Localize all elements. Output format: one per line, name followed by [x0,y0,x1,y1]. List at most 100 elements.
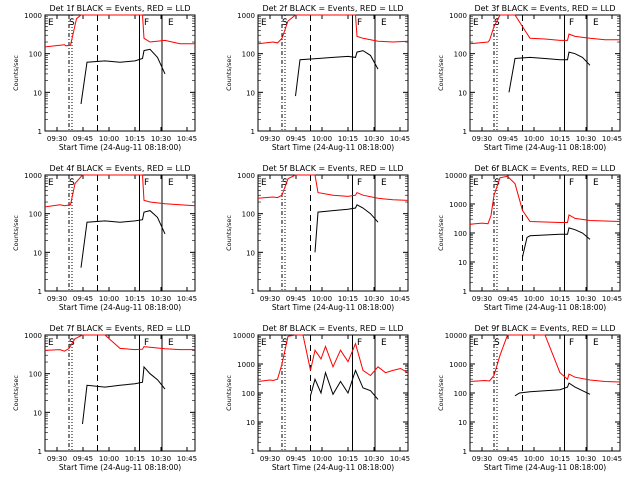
series-lld-line [257,14,409,45]
x-tick-label: 09:45 [286,455,306,463]
y-axis-label: Counts/sec [12,55,20,91]
time-marker-label: S [494,338,500,348]
chart-panel-6: Det 6f BLACK = Events, RED = LLD 1 10 100 10… [437,164,622,312]
time-marker-label: E [473,178,479,188]
x-axis-label: Start Time (24-Aug-11 08:18:00) [272,463,394,472]
x-tick-label: 10:45 [602,455,622,463]
y-tick-label: 10 [33,89,42,97]
x-tick-label: 09:45 [498,295,518,303]
y-axis-label: Counts/sec [437,375,445,411]
y-tick-label: 1000 [449,201,467,209]
plot-frame [44,174,196,292]
time-marker-label: E [473,338,479,348]
x-tick-label: 10:30 [576,295,596,303]
time-marker-label: E [168,338,174,348]
x-tick-label: 10:15 [338,135,358,143]
time-marker-label: S [282,18,288,28]
x-tick-label: 09:45 [286,295,306,303]
x-tick-label: 09:45 [73,295,93,303]
plot-frame [257,174,409,292]
x-axis-label: Start Time (24-Aug-11 08:18:00) [59,143,181,152]
time-marker-label: E [168,18,174,28]
time-marker-label: F [569,18,574,28]
chart-title: Det 1f BLACK = Events, RED = LLD [49,4,190,13]
time-marker-label: F [357,178,362,188]
chart-title: Det 5f BLACK = Events, RED = LLD [262,164,403,173]
time-marker-label: E [261,338,267,348]
time-marker-label: F [144,338,149,348]
series-lld-line [44,334,195,352]
x-tick-label: 10:15 [550,455,570,463]
x-tick-label: 10:45 [177,295,197,303]
series-events-line [80,48,166,105]
y-tick-label: 1000 [449,361,467,369]
y-tick-label: 1 [38,448,42,456]
y-tick-label: 1 [463,128,467,136]
y-tick-label: 10 [33,249,42,257]
y-tick-label: 100 [242,51,255,59]
time-marker-label: E [48,18,54,28]
time-marker-label: F [357,18,362,28]
plot-frame [44,14,196,132]
time-marker-label: S [69,18,75,28]
y-tick-label: 10 [246,249,255,257]
y-tick-label: 10000 [445,172,467,180]
y-tick-label: 10 [458,259,467,267]
x-axis-label: Start Time (24-Aug-11 08:18:00) [484,303,606,312]
y-tick-label: 1000 [449,12,467,20]
time-marker-label: E [473,18,479,28]
x-tick-label: 10:00 [99,135,119,143]
x-tick-label: 09:30 [260,455,280,463]
series-events-line [314,204,379,253]
y-tick-label: 1 [38,128,42,136]
x-tick-label: 10:30 [364,295,384,303]
time-marker-label: S [282,178,288,188]
y-tick-label: 1000 [24,332,42,340]
plot-frame [469,174,621,292]
y-tick-label: 100 [29,51,42,59]
y-axis-label: Counts/sec [225,215,233,251]
y-axis-label: Counts/sec [225,55,233,91]
y-tick-label: 1000 [237,12,255,20]
chart-title: Det 9f BLACK = Events, RED = LLD [474,324,615,333]
x-tick-label: 10:15 [125,455,145,463]
y-tick-label: 10000 [233,332,255,340]
x-tick-label: 10:00 [99,295,119,303]
y-axis-label: Counts/sec [437,55,445,91]
time-marker-label: E [48,178,54,188]
chart-title: Det 4f BLACK = Events, RED = LLD [49,164,190,173]
x-tick-label: 09:30 [260,135,280,143]
x-tick-label: 09:30 [472,455,492,463]
time-marker-label: S [494,18,500,28]
x-tick-label: 10:15 [550,135,570,143]
series-lld-line [257,334,409,382]
x-tick-label: 09:30 [472,135,492,143]
x-tick-label: 09:45 [73,135,93,143]
x-tick-label: 09:30 [47,295,67,303]
x-tick-label: 09:30 [260,295,280,303]
x-axis-label: Start Time (24-Aug-11 08:18:00) [59,303,181,312]
chart-title: Det 6f BLACK = Events, RED = LLD [474,164,615,173]
y-tick-label: 1000 [24,172,42,180]
time-marker-label: F [144,178,149,188]
x-tick-label: 10:30 [151,295,171,303]
time-marker-label: E [381,338,387,348]
time-marker-label: E [261,178,267,188]
y-tick-label: 100 [242,390,255,398]
plot-frame [44,334,196,452]
x-tick-label: 10:45 [602,135,622,143]
y-tick-label: 100 [29,211,42,219]
time-marker-label: E [593,338,599,348]
x-tick-label: 10:45 [177,135,197,143]
y-tick-label: 1000 [24,12,42,20]
x-tick-label: 10:00 [524,135,544,143]
y-tick-label: 1000 [237,172,255,180]
y-tick-label: 10000 [445,332,467,340]
chart-panel-9: Det 9f BLACK = Events, RED = LLD 1 10 100 10… [437,324,622,472]
y-tick-label: 10 [246,89,255,97]
x-tick-label: 10:15 [338,295,358,303]
chart-title: Det 7f BLACK = Events, RED = LLD [49,324,190,333]
x-tick-label: 10:45 [602,295,622,303]
x-tick-label: 10:00 [312,135,332,143]
